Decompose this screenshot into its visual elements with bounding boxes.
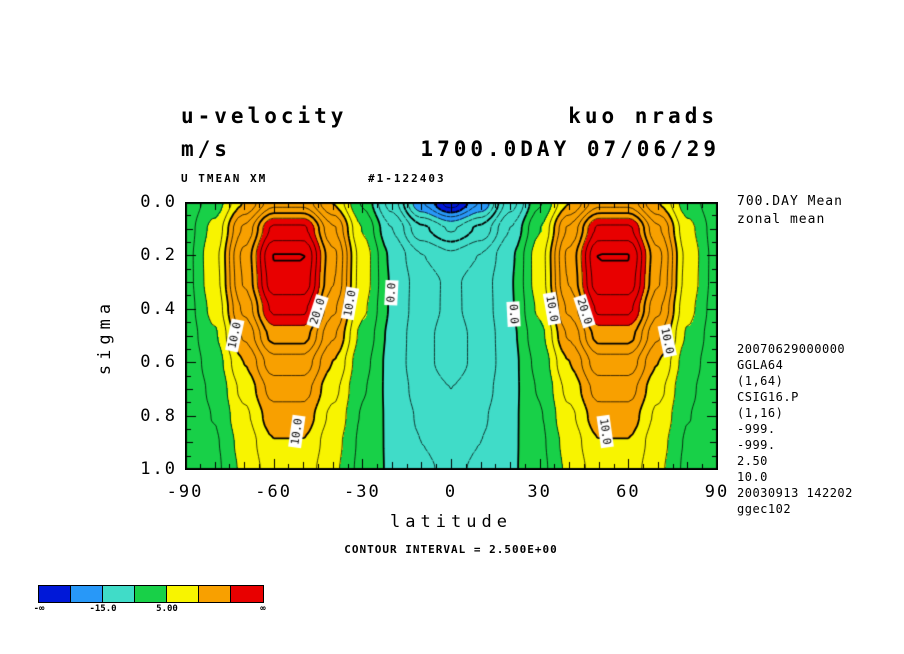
colorbar-cell <box>39 586 71 602</box>
contour-plot-canvas <box>185 202 718 470</box>
y-tick-label: 0.0 <box>140 192 177 212</box>
meta-line: (1,16) <box>737 406 784 420</box>
colorbar-label: -∞ <box>33 604 45 614</box>
colorbar-cell <box>231 586 263 602</box>
plot-title: u-velocity <box>181 104 348 128</box>
y-tick-label: 0.2 <box>140 245 177 266</box>
x-tick-label: -90 <box>166 482 204 502</box>
y-axis-title: sigma <box>95 298 115 376</box>
meta-line: (1,64) <box>737 374 784 388</box>
meta-line: 20070629000000 <box>737 342 846 356</box>
meta-line: 20030913 142202 <box>737 486 853 500</box>
y-tick-label: 0.4 <box>140 298 177 319</box>
x-tick-label: -30 <box>343 482 381 502</box>
units-label: m/s <box>181 137 231 161</box>
colorbar-cell <box>167 586 199 602</box>
contour-interval-label: CONTOUR INTERVAL = 2.500E+00 <box>344 543 558 556</box>
frame-id-label: #1-122403 <box>368 172 446 185</box>
meta-line: -999. <box>737 422 776 436</box>
time-title: 1700.0DAY 07/06/29 <box>420 137 720 161</box>
meta-line: CSIG16.P <box>737 390 799 404</box>
colorbar <box>38 585 264 603</box>
colorbar-label: 5.00 <box>156 604 178 614</box>
meta-line: 2.50 <box>737 454 768 468</box>
x-tick-label: -60 <box>255 482 293 502</box>
colorbar-cell <box>71 586 103 602</box>
y-tick-label: 0.8 <box>140 405 177 426</box>
field-id-label: U TMEAN XM <box>181 172 268 185</box>
meta-line: 10.0 <box>737 470 768 484</box>
meta-line: GGLA64 <box>737 358 784 372</box>
run-title: kuo nrads <box>568 104 718 128</box>
colorbar-cell <box>103 586 135 602</box>
meta-line: -999. <box>737 438 776 452</box>
x-tick-label: 90 <box>704 482 730 502</box>
y-tick-label: 0.6 <box>140 352 177 373</box>
side-note-zonal: zonal mean <box>737 212 826 227</box>
colorbar-label: ∞ <box>260 604 266 614</box>
x-tick-label: 30 <box>527 482 552 502</box>
colorbar-cell <box>135 586 167 602</box>
colorbar-label: -15.0 <box>89 604 117 614</box>
colorbar-cell <box>199 586 231 602</box>
y-tick-label: 1.0 <box>140 459 177 479</box>
x-tick-label: 0 <box>444 482 458 502</box>
x-axis-title: latitude <box>390 512 512 532</box>
side-note-mean: 700.DAY Mean <box>737 194 843 209</box>
x-tick-label: 60 <box>616 482 641 502</box>
meta-line: ggec102 <box>737 502 792 516</box>
meta-block: 20070629000000 GGLA64 (1,64) CSIG16.P (1,16)… <box>737 341 853 517</box>
